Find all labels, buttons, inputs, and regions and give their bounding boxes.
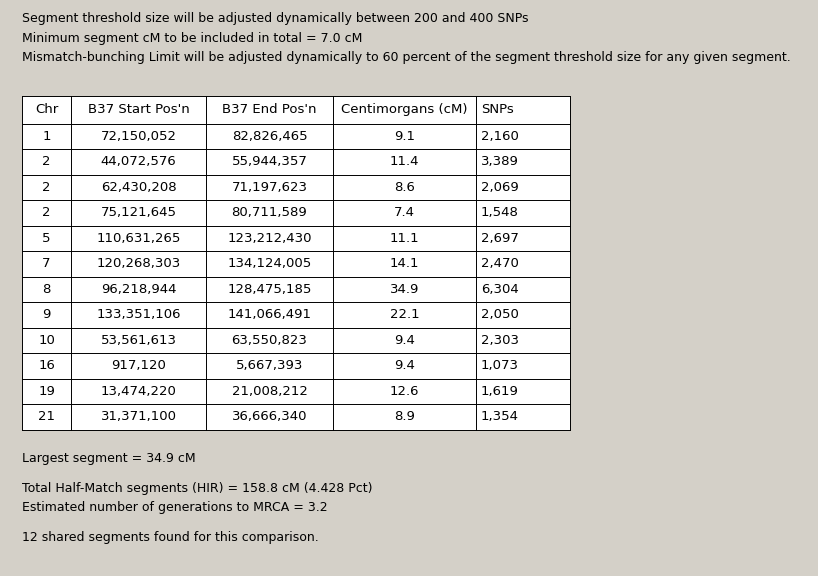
Text: 1: 1 [43, 130, 51, 143]
Text: 7.4: 7.4 [394, 206, 415, 219]
Text: 1,619: 1,619 [481, 385, 519, 398]
Text: 9: 9 [43, 308, 51, 321]
Text: 13,474,220: 13,474,220 [101, 385, 177, 398]
Text: 75,121,645: 75,121,645 [101, 206, 177, 219]
Text: Largest segment = 34.9 cM: Largest segment = 34.9 cM [22, 452, 196, 464]
Text: 2,303: 2,303 [481, 334, 519, 347]
Text: 128,475,185: 128,475,185 [227, 283, 312, 295]
Text: 8.9: 8.9 [394, 410, 415, 423]
Text: 5: 5 [43, 232, 51, 245]
Text: 2,069: 2,069 [481, 181, 519, 194]
Text: 9.1: 9.1 [394, 130, 415, 143]
Text: 63,550,823: 63,550,823 [231, 334, 308, 347]
Text: 133,351,106: 133,351,106 [97, 308, 181, 321]
Text: 141,066,491: 141,066,491 [227, 308, 312, 321]
Text: 34.9: 34.9 [389, 283, 419, 295]
Text: 14.1: 14.1 [389, 257, 419, 270]
Text: Total Half-Match segments (HIR) = 158.8 cM (4.428 Pct): Total Half-Match segments (HIR) = 158.8 … [22, 482, 372, 495]
Text: 44,072,576: 44,072,576 [101, 156, 177, 168]
Text: Minimum segment cM to be included in total = 7.0 cM: Minimum segment cM to be included in tot… [22, 32, 362, 44]
Text: SNPs: SNPs [481, 103, 514, 116]
Text: 134,124,005: 134,124,005 [227, 257, 312, 270]
Text: Chr: Chr [35, 103, 58, 116]
Text: 2: 2 [43, 206, 51, 219]
Text: 31,371,100: 31,371,100 [101, 410, 177, 423]
Text: 36,666,340: 36,666,340 [231, 410, 308, 423]
Text: 11.1: 11.1 [389, 232, 420, 245]
Text: 917,120: 917,120 [111, 359, 166, 372]
Text: 2: 2 [43, 181, 51, 194]
Text: 1,073: 1,073 [481, 359, 519, 372]
Text: 5,667,393: 5,667,393 [236, 359, 303, 372]
Text: 2,697: 2,697 [481, 232, 519, 245]
Text: 71,197,623: 71,197,623 [231, 181, 308, 194]
Text: 21: 21 [38, 410, 55, 423]
Text: Centimorgans (cM): Centimorgans (cM) [341, 103, 468, 116]
Text: 120,268,303: 120,268,303 [97, 257, 181, 270]
Text: 2,470: 2,470 [481, 257, 519, 270]
Text: 123,212,430: 123,212,430 [227, 232, 312, 245]
Text: Mismatch-bunching Limit will be adjusted dynamically to 60 percent of the segmen: Mismatch-bunching Limit will be adjusted… [22, 51, 791, 64]
Text: 2: 2 [43, 156, 51, 168]
Text: 1,354: 1,354 [481, 410, 519, 423]
Text: 2,160: 2,160 [481, 130, 519, 143]
Text: 12 shared segments found for this comparison.: 12 shared segments found for this compar… [22, 532, 319, 544]
Text: 7: 7 [43, 257, 51, 270]
Text: 9.4: 9.4 [394, 334, 415, 347]
Text: 21,008,212: 21,008,212 [231, 385, 308, 398]
Text: Segment threshold size will be adjusted dynamically between 200 and 400 SNPs: Segment threshold size will be adjusted … [22, 12, 528, 25]
Text: 110,631,265: 110,631,265 [97, 232, 181, 245]
Text: 2,050: 2,050 [481, 308, 519, 321]
Text: 72,150,052: 72,150,052 [101, 130, 177, 143]
Text: 12.6: 12.6 [389, 385, 419, 398]
Text: 9.4: 9.4 [394, 359, 415, 372]
Text: 11.4: 11.4 [389, 156, 419, 168]
Text: 22.1: 22.1 [389, 308, 420, 321]
Text: 53,561,613: 53,561,613 [101, 334, 177, 347]
Text: 62,430,208: 62,430,208 [101, 181, 177, 194]
Text: 55,944,357: 55,944,357 [231, 156, 308, 168]
Text: 16: 16 [38, 359, 55, 372]
Text: Estimated number of generations to MRCA = 3.2: Estimated number of generations to MRCA … [22, 501, 328, 514]
Bar [22, 96, 570, 430]
Text: B37 End Pos'n: B37 End Pos'n [222, 103, 317, 116]
Text: 6,304: 6,304 [481, 283, 519, 295]
Text: B37 Start Pos'n: B37 Start Pos'n [88, 103, 190, 116]
Text: 80,711,589: 80,711,589 [231, 206, 308, 219]
Text: 3,389: 3,389 [481, 156, 519, 168]
Text: 19: 19 [38, 385, 55, 398]
Text: 10: 10 [38, 334, 55, 347]
Text: 82,826,465: 82,826,465 [231, 130, 308, 143]
Text: 96,218,944: 96,218,944 [101, 283, 177, 295]
Text: 8.6: 8.6 [394, 181, 415, 194]
Text: 8: 8 [43, 283, 51, 295]
Text: 1,548: 1,548 [481, 206, 519, 219]
